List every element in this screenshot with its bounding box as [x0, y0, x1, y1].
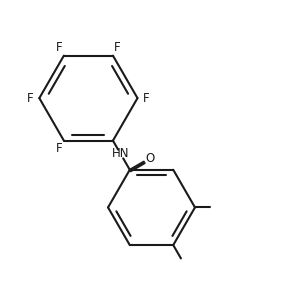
Text: F: F — [56, 41, 63, 54]
Text: F: F — [27, 92, 34, 105]
Text: O: O — [145, 152, 155, 165]
Text: HN: HN — [112, 148, 129, 160]
Text: F: F — [143, 92, 150, 105]
Text: F: F — [56, 142, 63, 155]
Text: F: F — [114, 41, 121, 54]
